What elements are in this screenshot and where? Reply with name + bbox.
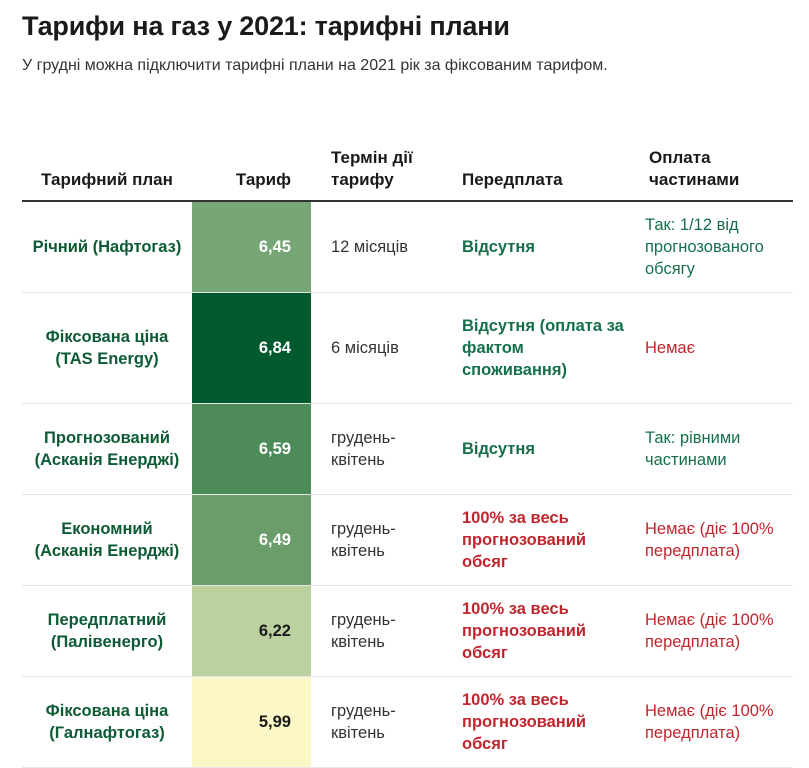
term-cell: грудень-квітень <box>311 585 442 677</box>
prepayment-cell: 100% за весь прогнозований обсяг <box>442 585 629 677</box>
table-row: Прогнозований (Асканія Енерджі) 6,59 груде… <box>22 403 793 495</box>
tariff-cell: 6,22 <box>192 585 311 677</box>
table-body: Річний (Нафтогаз) 6,45 12 місяців Відсутня Т… <box>22 201 793 768</box>
installments-cell: Немає (діє 100% передплата) <box>629 494 793 586</box>
plan-cell: Фіксована ціна (TAS Energy) <box>22 292 192 404</box>
table-row: Фіксована ціна (TAS Energy) 6,84 6 місяців… <box>22 292 793 404</box>
tariff-cell: 6,45 <box>192 201 311 293</box>
prepayment-cell: 100% за весь прогнозований обсяг <box>442 494 629 586</box>
tariff-cell: 5,99 <box>192 676 311 768</box>
plan-cell: Економний (Асканія Енерджі) <box>22 494 192 586</box>
column-header-tariff: Тариф <box>192 108 311 202</box>
tariff-cell: 6,59 <box>192 403 311 495</box>
plan-cell: Передплатний (Палівенерго) <box>22 585 192 677</box>
prepayment-cell: Відсутня (оплата за фактом споживання) <box>442 292 629 404</box>
column-header-installments: Оплата частинами <box>629 108 793 202</box>
table-row: Передплатний (Палівенерго) 6,22 грудень-кв… <box>22 585 793 677</box>
installments-cell: Так: 1/12 від прогнозованого обсягу <box>629 201 793 293</box>
tariff-table: Тарифний план Тариф Термін дії тарифу Пе… <box>22 108 793 768</box>
term-cell: грудень-квітень <box>311 494 442 586</box>
plan-cell: Прогнозований (Асканія Енерджі) <box>22 403 192 495</box>
installments-cell: Немає (діє 100% передплата) <box>629 676 793 768</box>
page-title: Тарифи на газ у 2021: тарифні плани <box>22 11 510 41</box>
tariff-cell: 6,49 <box>192 494 311 586</box>
prepayment-cell: 100% за весь прогнозований обсяг <box>442 676 629 768</box>
column-header-term: Термін дії тарифу <box>311 108 442 202</box>
table-row: Річний (Нафтогаз) 6,45 12 місяців Відсутня Т… <box>22 201 793 293</box>
table-row: Економний (Асканія Енерджі) 6,49 грудень-к… <box>22 494 793 586</box>
term-cell: грудень-квітень <box>311 676 442 768</box>
plan-cell: Річний (Нафтогаз) <box>22 201 192 293</box>
page-subtitle: У грудні можна підключити тарифні плани … <box>22 57 608 74</box>
term-cell: 12 місяців <box>311 201 442 293</box>
plan-cell: Фіксована ціна (Галнафтогаз) <box>22 676 192 768</box>
installments-cell: Немає (діє 100% передплата) <box>629 585 793 677</box>
column-header-plan: Тарифний план <box>22 108 192 202</box>
term-cell: грудень-квітень <box>311 403 442 495</box>
tariff-cell: 6,84 <box>192 292 311 404</box>
table-row: Фіксована ціна (Галнафтогаз) 5,99 грудень-… <box>22 676 793 768</box>
column-header-prepayment: Передплата <box>442 108 629 202</box>
prepayment-cell: Відсутня <box>442 403 629 495</box>
table-header: Тарифний план Тариф Термін дії тарифу Пе… <box>22 108 793 202</box>
term-cell: 6 місяців <box>311 292 442 404</box>
installments-cell: Немає <box>629 292 793 404</box>
installments-cell: Так: рівними частинами <box>629 403 793 495</box>
prepayment-cell: Відсутня <box>442 201 629 293</box>
